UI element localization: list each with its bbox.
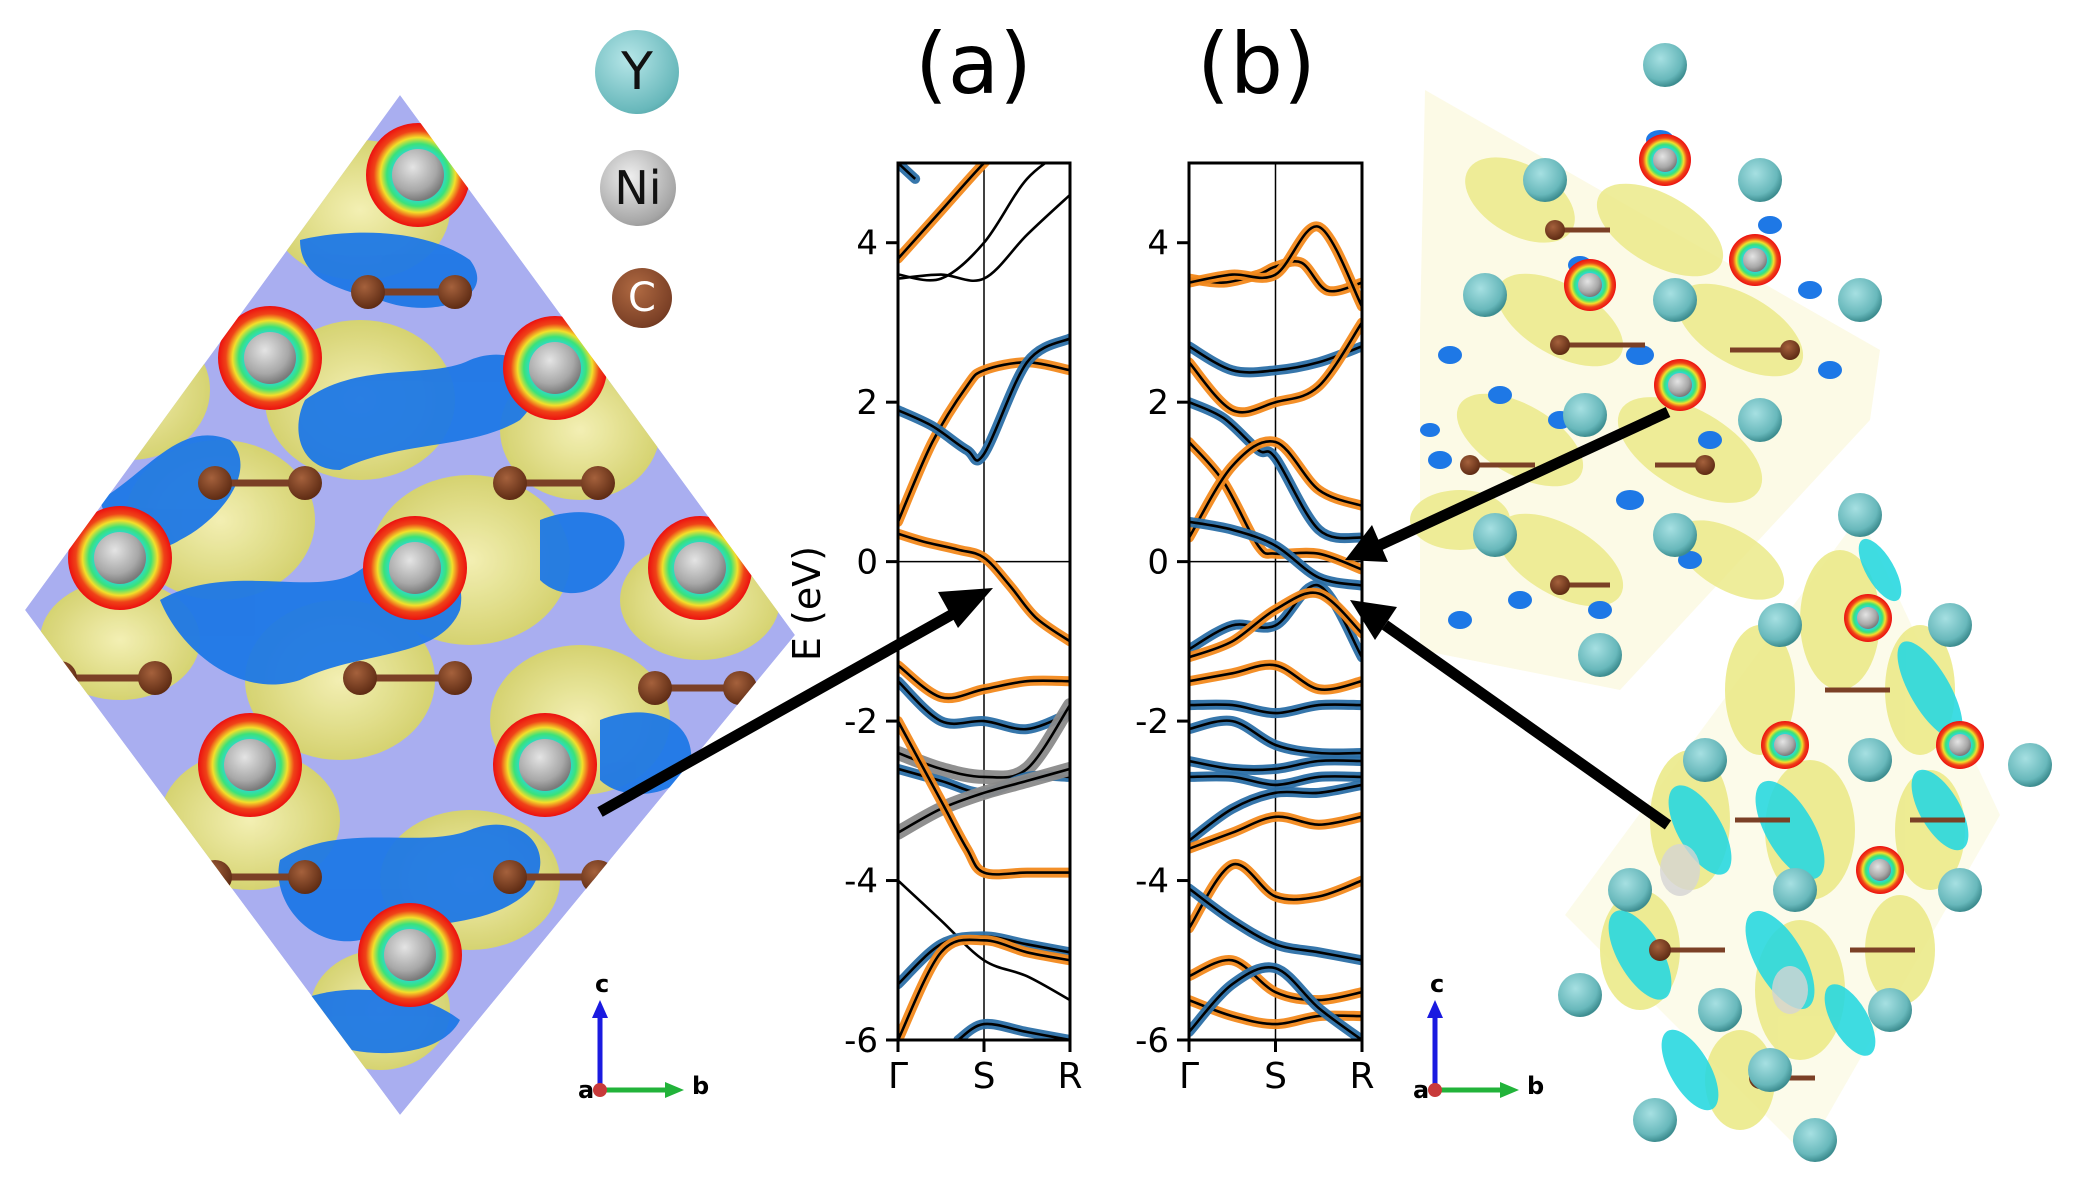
band-line-3 bbox=[1189, 321, 1362, 414]
y-tick-label: -4 bbox=[844, 862, 878, 902]
arrow-head-a bbox=[938, 588, 993, 628]
axis-a-label-right: a bbox=[1413, 1076, 1430, 1104]
band-line-17 bbox=[1189, 862, 1362, 930]
y-atoms-upper bbox=[1463, 43, 1882, 677]
band-line-15 bbox=[1189, 783, 1362, 842]
y-tick-label: 4 bbox=[1147, 224, 1169, 264]
band-line-13 bbox=[1189, 759, 1362, 772]
band-line-9 bbox=[898, 704, 1070, 779]
band-panel-b: 4 2 0 -2 -4 -6Γ S R bbox=[1135, 161, 1375, 1097]
arrow-upper-to-b bbox=[1377, 407, 1671, 550]
band-line-12 bbox=[1189, 719, 1362, 755]
slice-content bbox=[25, 95, 795, 1115]
band-line-0 bbox=[1189, 260, 1362, 293]
band-line-1 bbox=[898, 163, 1048, 282]
axes-triad-left bbox=[592, 1000, 684, 1098]
y-tick-label: 4 bbox=[856, 224, 878, 264]
band-line-19 bbox=[1189, 958, 1362, 1002]
band-line-6 bbox=[898, 532, 1070, 643]
y-tick-label: 2 bbox=[1147, 383, 1169, 423]
band-line-18 bbox=[1189, 887, 1362, 962]
band-line-14 bbox=[1189, 775, 1362, 787]
y-tick-label: 0 bbox=[856, 543, 878, 583]
axis-c-label-left: c bbox=[595, 970, 610, 998]
axes-triad-right bbox=[1427, 1000, 1519, 1098]
panel-label-b: (b) bbox=[1197, 15, 1316, 113]
ni-atoms-lower bbox=[1660, 594, 1984, 1014]
band-line-6 bbox=[1189, 439, 1362, 539]
band-line-16 bbox=[957, 1022, 1070, 1040]
band-line-2 bbox=[1189, 345, 1362, 374]
arrow-head-b-lower bbox=[1350, 600, 1397, 640]
legend-y-label: Y bbox=[621, 42, 653, 102]
band-line-10 bbox=[1189, 663, 1362, 691]
arrow-head-b-upper bbox=[1345, 525, 1388, 562]
y-tick-label: -2 bbox=[844, 702, 878, 742]
band-line-9 bbox=[1189, 591, 1362, 659]
isosurface-upper bbox=[1410, 43, 1882, 690]
x-tick-label: Γ bbox=[888, 1056, 908, 1097]
arrow-slice-to-a bbox=[597, 605, 963, 817]
legend-c: C bbox=[612, 268, 672, 328]
panel-label-a: (a) bbox=[915, 15, 1033, 113]
ni-atoms-slice bbox=[68, 123, 752, 1007]
band-lines bbox=[1189, 163, 1362, 1040]
arrow-lower-to-b bbox=[1381, 620, 1672, 830]
band-panel-a: 4 2 0 -2 -4 -6Γ S R E (eV) bbox=[785, 161, 1083, 1097]
legend-ni-label: Ni bbox=[614, 161, 662, 215]
y-atoms-lower bbox=[1558, 493, 2052, 1162]
x-tick-label: Γ bbox=[1179, 1056, 1199, 1097]
y-tick-label: -4 bbox=[1135, 862, 1169, 902]
band-line-12 bbox=[898, 720, 1070, 876]
band-line-13 bbox=[898, 879, 1070, 1002]
x-tick-label: R bbox=[1349, 1056, 1374, 1097]
band-line-1 bbox=[1189, 225, 1362, 308]
x-tick-label: S bbox=[973, 1056, 996, 1097]
y-tick-label: -6 bbox=[844, 1021, 878, 1061]
x-tick-label: S bbox=[1264, 1056, 1287, 1097]
y-axis-label: E (eV) bbox=[785, 546, 829, 661]
isosurface-lower bbox=[1558, 493, 2052, 1162]
x-tick-label: R bbox=[1057, 1056, 1082, 1097]
band-line-11 bbox=[1189, 703, 1362, 715]
band-line-5 bbox=[898, 337, 1070, 462]
band-line-0 bbox=[898, 163, 986, 260]
band-line-7 bbox=[898, 664, 1070, 700]
y-tick-label: 0 bbox=[1147, 543, 1169, 583]
y-tick-label: 2 bbox=[856, 383, 878, 423]
band-line-4 bbox=[1189, 401, 1362, 540]
legend-ni: Ni bbox=[600, 150, 676, 226]
band-line-7 bbox=[1189, 520, 1362, 587]
axis-a-label-left: a bbox=[578, 1076, 595, 1104]
axis-c-label-right: c bbox=[1430, 970, 1445, 998]
y-tick-label: -2 bbox=[1135, 702, 1169, 742]
band-line-16 bbox=[1189, 815, 1362, 850]
band-line-2 bbox=[898, 193, 1070, 283]
axis-b-label-left: b bbox=[692, 1072, 710, 1100]
legend-c-label: C bbox=[628, 275, 656, 321]
band-lines bbox=[898, 163, 1070, 1040]
ni-atoms-upper bbox=[1564, 134, 1781, 411]
axis-b-label-right: b bbox=[1527, 1072, 1545, 1100]
arrow-group bbox=[597, 407, 1672, 830]
legend-y: Y bbox=[595, 30, 679, 114]
band-line-21 bbox=[1189, 966, 1362, 1040]
band-line-11 bbox=[898, 767, 1070, 834]
y-tick-label: -6 bbox=[1135, 1021, 1169, 1061]
band-line-8 bbox=[898, 680, 1070, 731]
band-line-15 bbox=[898, 938, 1070, 1040]
